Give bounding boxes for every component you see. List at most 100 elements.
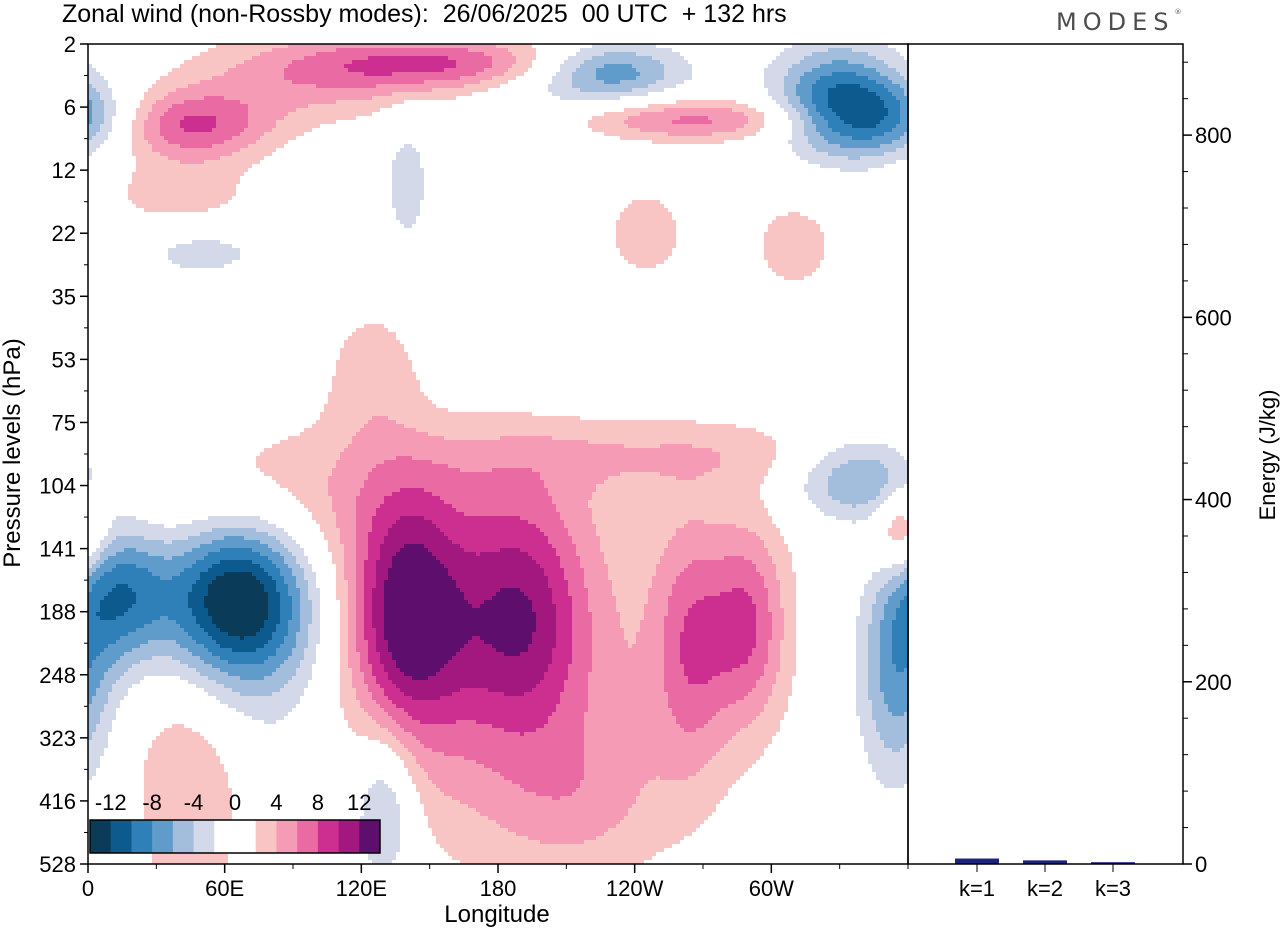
heat-cell [884,100,900,104]
heat-cell [344,340,400,344]
heat-cell [372,96,456,100]
heat-cell [692,560,752,564]
heat-cell [656,572,680,576]
heat-cell [504,72,524,76]
heat-cell [292,604,300,608]
heat-cell [544,532,568,536]
heat-cell [556,644,572,648]
heat-cell [872,576,892,580]
heat-cell [184,60,244,64]
heat-cell [292,648,304,652]
y-tick-label: 141 [39,537,76,562]
heat-cell [356,564,364,568]
heat-cell [140,100,156,104]
heat-cell [532,688,564,692]
heat-cell [220,700,300,704]
heat-cell [100,712,116,716]
heat-cell [352,436,444,440]
heat-cell [588,500,764,504]
heat-cell [764,256,824,260]
heat-cell [552,544,576,548]
heat-cell [592,620,620,624]
heat-cell [308,632,320,636]
heat-cell [344,568,356,572]
heat-cell [296,560,308,564]
heat-cell [280,688,304,692]
heat-cell [148,116,160,120]
heat-cell [360,488,400,492]
heat-cell [728,740,772,744]
heat-cell [432,460,720,464]
heat-cell [356,560,364,564]
heat-cell [804,128,816,132]
heat-cell [168,256,240,260]
heat-cell [584,752,716,756]
heat-cell [628,116,680,120]
heat-cell [676,100,736,104]
heat-cell [264,676,292,680]
heat-cell [772,624,784,628]
heat-cell [136,596,188,600]
heat-cell [384,664,396,668]
heat-cell [340,660,348,664]
heat-cell [256,140,288,144]
energy-tick-label: 0 [1195,852,1207,877]
heat-cell [92,112,104,116]
heat-cell [764,244,824,248]
heat-cell [176,524,276,528]
heat-cell [392,184,424,188]
heat-cell [360,660,368,664]
heat-cell [664,680,688,684]
heat-cell [460,588,500,592]
heat-cell [460,688,488,692]
heat-cell [136,204,220,208]
heat-cell [876,496,888,500]
heat-cell [556,704,588,708]
heat-cell [592,668,664,672]
heat-cell [372,588,384,592]
heat-cell [104,572,152,576]
heat-cell [552,596,572,600]
heat-cell [592,116,628,120]
heat-cell [904,88,908,92]
heat-cell [664,76,692,80]
brand-mark: ® [1174,8,1182,16]
heat-cell [92,696,108,700]
heat-cell [288,632,296,636]
colorbar-swatch [172,820,194,853]
heat-cell [88,64,92,68]
heat-cell [356,556,368,560]
heat-cell [588,692,668,696]
heat-cell [196,668,220,672]
heat-cell [836,448,896,452]
heat-cell [624,628,640,632]
heat-cell [592,44,656,48]
heat-cell [456,580,548,584]
heat-cell [280,600,292,604]
heat-cell [544,672,568,676]
heat-cell [868,692,884,696]
heat-cell [620,472,660,476]
heat-cell [144,812,232,816]
heat-cell [240,132,264,136]
heat-cell [428,824,500,828]
heat-cell [340,688,356,692]
heat-cell [228,632,256,636]
heat-cell [752,688,772,692]
heat-cell [140,660,180,664]
heat-cell [144,132,160,136]
heat-cell [680,632,756,636]
heat-cell [264,720,276,724]
heat-cell [564,568,584,572]
heat-cell [176,640,196,644]
heat-cell [884,604,900,608]
heat-cell [556,636,572,640]
heat-cell [572,76,596,80]
heat-cell [144,624,180,628]
heat-cell [664,684,756,688]
heat-cell [272,636,284,640]
heat-cell [468,600,484,604]
heat-cell [288,564,300,568]
heat-cell [280,608,292,612]
heat-cell [820,64,864,68]
